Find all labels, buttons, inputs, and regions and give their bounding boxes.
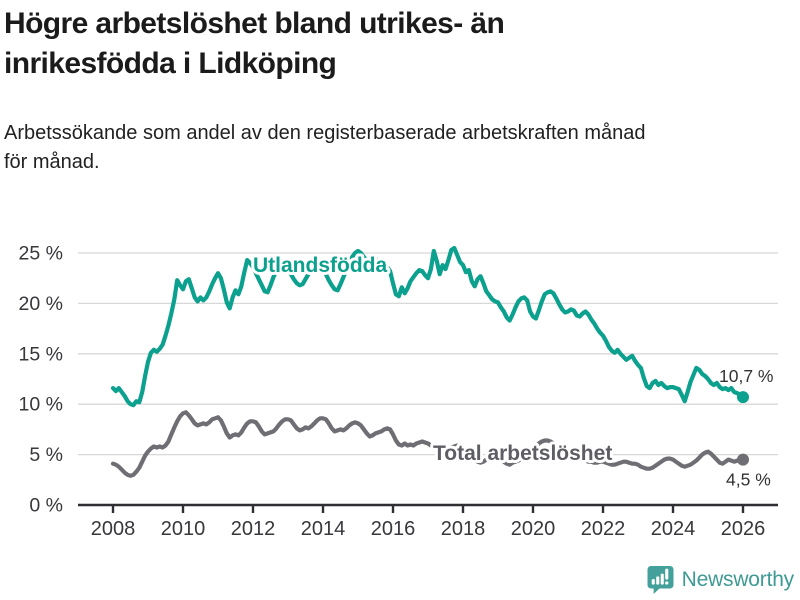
- logo-bar-3: [660, 573, 664, 585]
- y-axis-label-20: 20 %: [19, 293, 63, 315]
- series-label-total-arbetsl-shet: Total arbetslöshet: [433, 442, 612, 465]
- chart-subtitle-line-1: Arbetssökande som andel av den registerb…: [4, 122, 646, 144]
- series-end-dot-utlandsf-dda: [737, 391, 749, 404]
- series-line-total-arbetsl-shet: [110, 410, 746, 478]
- x-axis-label-2012: 2012: [231, 518, 276, 540]
- y-axis-label-15: 15 %: [19, 343, 63, 365]
- chart-title: Högre arbetslöshet bland utrikes- än inr…: [4, 4, 764, 83]
- logo-bar-1: [651, 579, 655, 585]
- end-value-annotation-utlandsf-dda: 10,7 %: [719, 366, 773, 386]
- y-axis-label-25: 25 %: [19, 243, 63, 265]
- chart-subtitle-line-2: för månad.: [4, 150, 100, 173]
- logo-bubble-shape: [647, 566, 674, 594]
- series-line-utlandsf-dda: [110, 245, 746, 408]
- x-axis-label-2008: 2008: [91, 518, 136, 540]
- newsworthy-branding: Newsworthy: [647, 565, 794, 595]
- end-value-annotation-total-arbetsl-shet: 4,5 %: [726, 470, 771, 490]
- y-axis-label-5: 5 %: [29, 444, 63, 466]
- x-axis-label-2016: 2016: [371, 518, 416, 540]
- x-axis-label-2014: 2014: [301, 518, 346, 540]
- chart-title-line-2: inrikesfödda i Lidköping: [4, 46, 337, 80]
- x-axis-label-2022: 2022: [581, 518, 626, 540]
- x-axis-label-2026: 2026: [721, 518, 766, 540]
- newsworthy-logo-icon: [647, 566, 674, 594]
- y-axis-label-10: 10 %: [19, 394, 63, 416]
- logo-bar-2: [655, 576, 659, 585]
- x-axis-label-2018: 2018: [441, 518, 486, 540]
- series-label-utlandsf-dda: Utlandsfödda: [253, 254, 387, 277]
- chart-subtitle: Arbetssökande som andel av den registerb…: [4, 119, 794, 177]
- x-axis-label-2010: 2010: [161, 518, 206, 540]
- logo-exclamation-bar: [664, 568, 668, 580]
- brand-name: Newsworthy: [681, 568, 795, 591]
- x-axis-label-2024: 2024: [651, 518, 696, 540]
- chart-title-line-1: Högre arbetslöshet bland utrikes- än: [4, 7, 505, 40]
- logo-exclamation-dot: [664, 581, 669, 585]
- y-axis-label-0: 0 %: [29, 495, 63, 517]
- x-axis-label-2020: 2020: [511, 518, 556, 540]
- series-end-dot-total-arbetsl-shet: [737, 453, 749, 466]
